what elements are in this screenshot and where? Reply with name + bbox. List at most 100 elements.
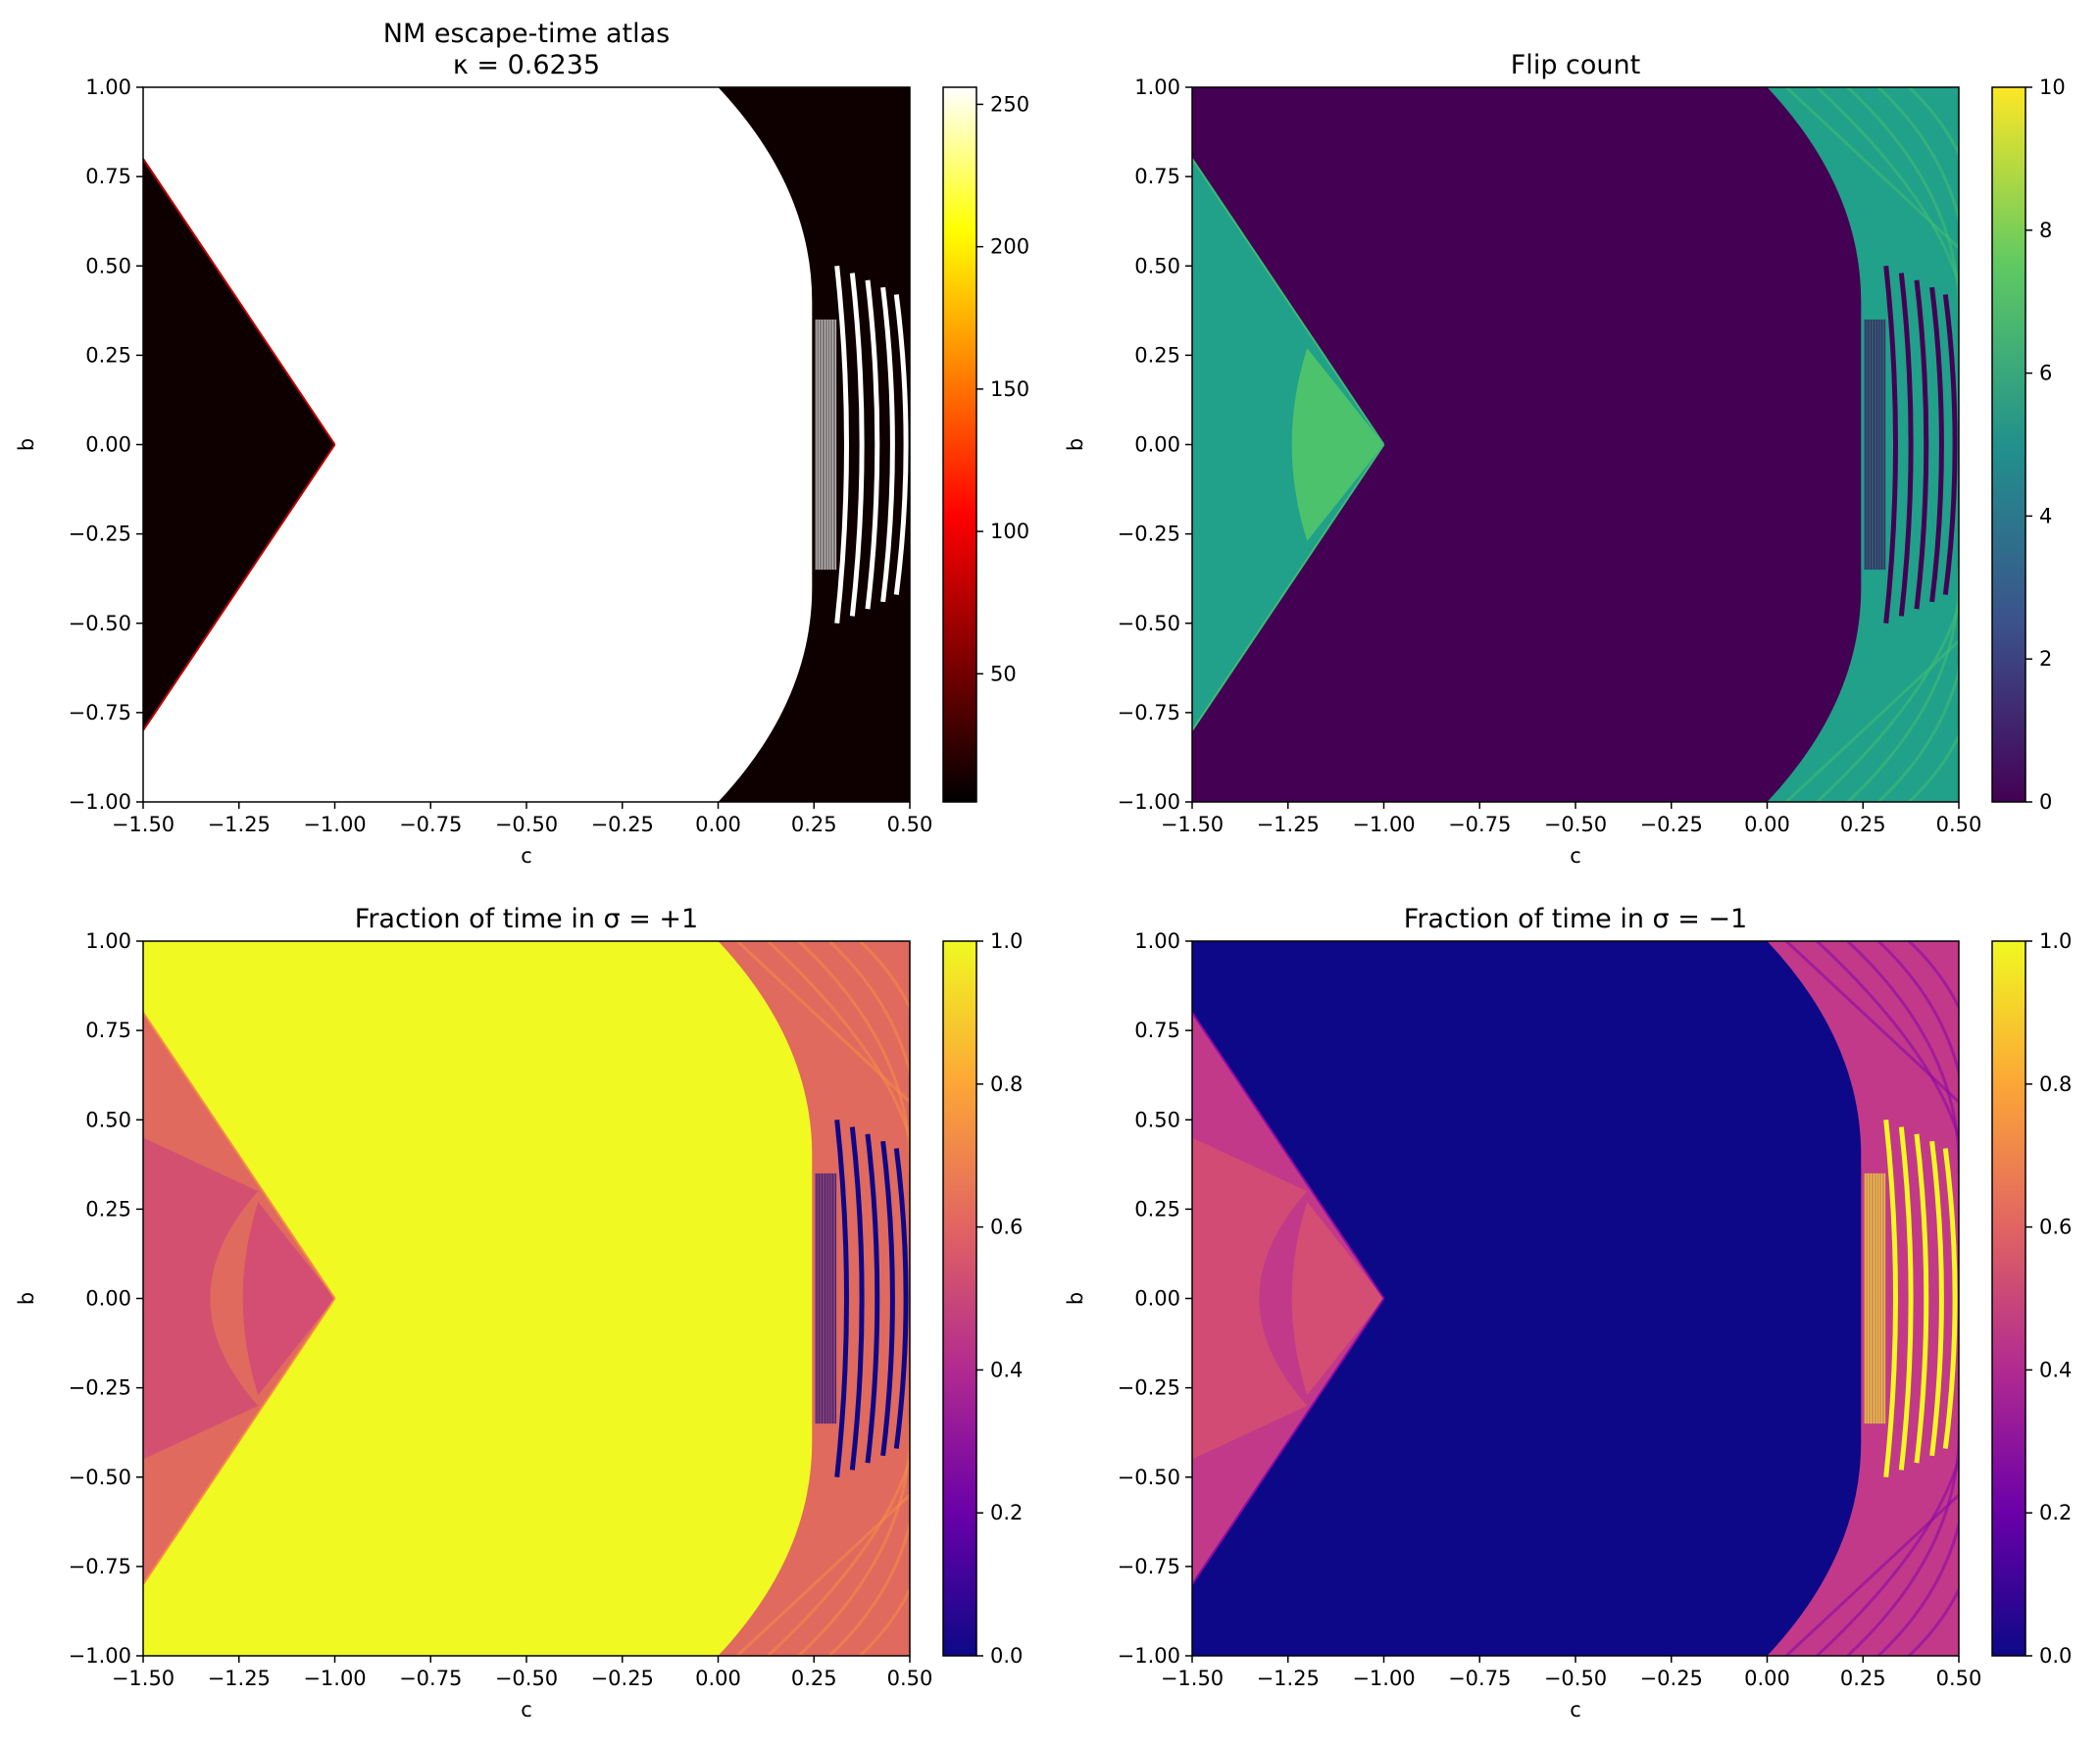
wedge-edge <box>143 1012 336 1300</box>
panel-frac-plus: −1.50 −1.25 −1.00 −0.75 −0.50 −0.25 0.00 0.25 0.… <box>15 904 1023 1721</box>
x-tick-label: −1.50 <box>112 813 175 836</box>
sweep-arc <box>1816 1459 1959 1656</box>
fringe-arc <box>834 265 849 624</box>
colorbar-tick-label: 0.6 <box>2039 1216 2072 1239</box>
fringe-arc <box>849 273 865 617</box>
panel-title: NM escape-time atlas <box>383 19 670 49</box>
sweep-arc <box>1785 87 1959 250</box>
y-tick-label: 0.25 <box>85 1197 131 1221</box>
x-axis-label: c <box>1570 1698 1581 1721</box>
heatmap-image <box>1192 941 1959 1656</box>
sweep-arc <box>767 941 910 1138</box>
sweep-arc <box>1846 1423 1959 1656</box>
x-tick-label: −1.25 <box>1257 1667 1320 1690</box>
x-tick-label: 0.25 <box>791 1667 837 1690</box>
colorbar-tick-label: 50 <box>990 662 1017 685</box>
fringe-arc <box>1929 1140 1944 1457</box>
y-tick-label: 1.00 <box>85 75 131 99</box>
y-tick-label: 0.25 <box>1134 1197 1180 1221</box>
wedge-edge <box>1192 1297 1385 1585</box>
y-tick-label: 0.25 <box>1134 343 1180 367</box>
y-tick-label: −0.50 <box>69 612 131 635</box>
fringe-arc <box>880 1140 895 1457</box>
x-tick-label: 0.25 <box>791 813 837 836</box>
sweep-arc <box>1908 87 1959 391</box>
y-tick-label: −1.00 <box>69 1644 131 1668</box>
sweep-arc <box>1876 941 1959 1210</box>
x-tick-label: −1.00 <box>1352 1667 1415 1690</box>
wedge-edge <box>1192 1012 1385 1300</box>
colorbar-tick-label: 2 <box>2039 647 2052 671</box>
panel-title: κ = 0.6235 <box>453 50 600 80</box>
x-tick-label: −0.75 <box>399 813 462 836</box>
sweep-arc <box>736 941 910 1104</box>
wedge-edge <box>143 158 336 446</box>
sweep-arc <box>1816 605 1959 802</box>
colorbar-tick-label: 0.8 <box>2039 1073 2072 1096</box>
y-tick-label: −0.25 <box>69 523 131 546</box>
x-tick-label: −0.25 <box>591 1667 654 1690</box>
colorbar-tick-label: 0.8 <box>990 1073 1023 1096</box>
colorbar-tick-label: 8 <box>2039 219 2052 242</box>
y-tick-label: 0.50 <box>1134 254 1180 277</box>
y-tick-label: −1.00 <box>1118 1644 1180 1668</box>
sweep-arc <box>736 1493 910 1656</box>
fringe-arc <box>1914 1133 1929 1464</box>
colorbar-tick-label: 150 <box>990 377 1029 401</box>
x-tick-label: −1.00 <box>1352 813 1415 836</box>
y-axis-label: b <box>15 438 38 451</box>
sweep-arc <box>1785 1493 1959 1656</box>
x-tick-label: −1.50 <box>1161 813 1224 836</box>
x-tick-label: 0.00 <box>695 1667 741 1690</box>
y-tick-label: 1.00 <box>1134 75 1180 99</box>
y-tick-label: −0.75 <box>1118 1555 1180 1578</box>
y-tick-label: 0.00 <box>1134 1287 1180 1311</box>
fringe-arc <box>1942 294 1958 595</box>
colorbar-tick-label: 0.0 <box>990 1644 1023 1668</box>
fringe-arc <box>1883 265 1898 624</box>
y-tick-label: −0.25 <box>1118 523 1180 546</box>
y-tick-label: −0.75 <box>69 701 131 724</box>
colorbar-tick-label: 100 <box>990 520 1029 543</box>
y-tick-label: 1.00 <box>85 929 131 953</box>
x-tick-label: −0.75 <box>1448 813 1511 836</box>
fringe-arc <box>880 286 895 603</box>
colorbar-tick-label: 0.0 <box>2039 1644 2072 1668</box>
x-tick-label: −0.75 <box>399 1667 462 1690</box>
x-tick-label: 0.50 <box>1936 813 1982 836</box>
fringe-arc <box>1883 1119 1898 1478</box>
colorbar-tick-label: 1.0 <box>990 929 1023 953</box>
panel-title: Fraction of time in σ = −1 <box>1404 904 1747 934</box>
y-tick-label: 0.00 <box>1134 433 1180 457</box>
central-region <box>143 941 813 1656</box>
central-region <box>1192 87 1862 802</box>
sweep-arc <box>859 1352 910 1656</box>
y-axis-label: b <box>1064 438 1087 451</box>
colorbar-tick-label: 1.0 <box>2039 929 2072 953</box>
colorbar-tick-label: 4 <box>2039 504 2052 527</box>
left-inner-band <box>1192 1137 1308 1460</box>
fringe-arc <box>1914 279 1929 610</box>
wedge-edge <box>1192 158 1385 446</box>
colorbar <box>942 940 977 1657</box>
colorbar-tick-label: 0.6 <box>990 1216 1023 1239</box>
fringe-arc <box>849 1126 865 1471</box>
sweep-arc <box>1846 570 1959 802</box>
y-tick-label: −1.00 <box>69 790 131 814</box>
x-tick-label: 0.25 <box>1840 1667 1886 1690</box>
wedge-edge <box>143 443 336 731</box>
heatmap-image <box>143 941 910 1656</box>
y-tick-label: 0.75 <box>85 165 131 188</box>
colorbar <box>1991 940 2026 1657</box>
panel-flip-count: −1.50 −1.25 −1.00 −0.75 −0.50 −0.25 0.00 0.25 0.… <box>1064 50 2066 868</box>
panel-frac-minus: −1.50 −1.25 −1.00 −0.75 −0.50 −0.25 0.00 0.25 0.… <box>1064 904 2072 1721</box>
x-tick-label: 0.00 <box>695 813 741 836</box>
x-tick-label: −0.25 <box>591 813 654 836</box>
left-inner-band <box>143 1137 259 1460</box>
sweep-arc <box>827 1387 910 1656</box>
sweep-arc <box>1846 941 1959 1173</box>
wedge-edge <box>1192 443 1385 731</box>
x-tick-label: −1.00 <box>303 1667 366 1690</box>
x-tick-label: −1.25 <box>208 1667 271 1690</box>
inner-wedge <box>1291 348 1384 541</box>
